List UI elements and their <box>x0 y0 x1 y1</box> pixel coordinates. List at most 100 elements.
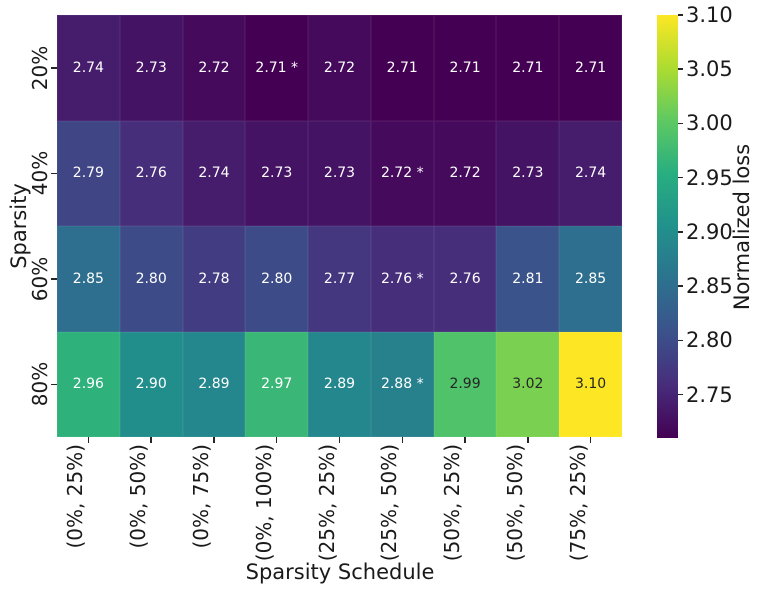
heatmap-cell: 2.71 <box>433 15 497 121</box>
x-tick-label: (0%, 75%) <box>188 444 213 549</box>
colorbar-tick-label: 2.75 <box>686 382 733 407</box>
axis-tick <box>150 437 152 443</box>
heatmap-cell: 2.73 <box>245 120 309 226</box>
cell-value: 2.80 <box>261 270 293 287</box>
axis-tick <box>401 437 404 443</box>
colorbar-tick-label: 3.00 <box>686 111 733 136</box>
cell-value: 2.73 <box>261 165 293 182</box>
heatmap-cell: 3.02 <box>496 331 560 437</box>
cell-value: 2.97 <box>261 376 293 393</box>
axis-tick <box>678 14 683 16</box>
cell-value: 2.85 <box>72 270 104 287</box>
heatmap-cell: 2.85 <box>559 226 622 332</box>
x-tick-label: (50%, 50%) <box>502 444 527 562</box>
axis-tick <box>678 176 683 179</box>
y-tick-label: 80% <box>28 362 52 407</box>
cell-value: 2.71 <box>386 59 418 76</box>
axis-tick <box>678 393 683 396</box>
colorbar-tick-label: 3.05 <box>686 57 733 82</box>
colorbar-tick-label: 2.80 <box>686 328 733 353</box>
heatmap-cell: 2.88 * <box>370 331 434 437</box>
cell-value: 2.89 <box>323 376 356 393</box>
x-tick-label: (0%, 100%) <box>251 444 276 562</box>
colorbar-tick-label: 2.95 <box>686 165 733 190</box>
x-tick-label: (75%, 25%) <box>565 444 590 562</box>
x-tick-label: (25%, 50%) <box>377 444 402 562</box>
colorbar-title: Normalized loss <box>730 143 754 311</box>
axis-tick <box>51 383 57 385</box>
cell-value: 2.73 <box>135 59 167 76</box>
heatmap-cell: 3.10 <box>559 331 622 437</box>
cell-value: 2.88 * <box>380 376 424 393</box>
heatmap-cell: 2.80 <box>245 226 309 332</box>
axis-tick <box>464 437 466 443</box>
cell-value: 3.10 <box>575 376 607 393</box>
heatmap-cell: 2.74 <box>57 15 120 121</box>
heatmap-cell: 2.89 <box>182 331 246 437</box>
heatmap-cell: 2.71 <box>496 15 560 121</box>
cell-value: 2.90 <box>135 376 167 393</box>
cell-value: 3.02 <box>512 376 544 393</box>
cell-value: 2.72 <box>198 59 230 76</box>
heatmap-cell: 2.73 <box>496 120 560 226</box>
cell-value: 2.85 <box>575 270 607 287</box>
cell-value: 2.71 <box>512 59 544 76</box>
heatmap-cell: 2.74 <box>559 120 622 226</box>
heatmap-cell: 2.72 <box>433 120 497 226</box>
axis-tick <box>51 67 57 69</box>
cell-value: 2.71 <box>449 59 481 76</box>
heatmap-cell: 2.73 <box>119 15 183 121</box>
heatmap-cell: 2.76 * <box>370 226 434 332</box>
heatmap-cell: 2.79 <box>57 120 120 226</box>
cell-value: 2.76 <box>449 270 481 287</box>
y-tick-label: 20% <box>28 45 52 90</box>
axis-tick <box>51 172 57 174</box>
cell-value: 2.74 <box>575 165 607 182</box>
heatmap-cell: 2.72 <box>308 15 371 121</box>
axis-tick <box>678 122 683 125</box>
axis-tick <box>527 437 529 443</box>
heatmap-cell: 2.89 <box>308 331 371 437</box>
axis-tick <box>51 278 57 280</box>
heatmap-cell: 2.97 <box>245 331 309 437</box>
axis-tick <box>87 437 90 443</box>
heatmap-cell: 2.73 <box>308 120 371 226</box>
axis-tick <box>678 231 683 233</box>
cell-value: 2.72 * <box>380 165 424 182</box>
heatmap-cell: 2.71 * <box>245 15 309 121</box>
cell-value: 2.96 <box>72 376 104 393</box>
x-tick-label: (0%, 50%) <box>126 444 151 549</box>
heatmap-cell: 2.76 <box>433 226 497 332</box>
cell-value: 2.76 * <box>380 270 424 287</box>
colorbar-tick-label: 3.10 <box>686 3 733 27</box>
cell-value: 2.72 <box>323 59 356 76</box>
cell-value: 2.72 <box>449 165 481 182</box>
axis-tick <box>275 437 278 443</box>
heatmap-cell: 2.71 <box>559 15 622 121</box>
heatmap-cell: 2.72 * <box>370 120 434 226</box>
heatmap-cell: 2.76 <box>119 120 183 226</box>
cell-value: 2.73 <box>512 165 544 182</box>
cell-value: 2.71 <box>575 59 607 76</box>
heatmap-cell: 2.90 <box>119 331 183 437</box>
cell-value: 2.79 <box>72 165 104 182</box>
heatmap-cell: 2.85 <box>57 226 120 332</box>
cell-value: 2.74 <box>198 165 230 182</box>
axis-tick <box>589 437 592 443</box>
cell-value: 2.74 <box>72 59 104 76</box>
x-tick-label: (50%, 25%) <box>440 444 465 562</box>
heatmap-cell: 2.71 <box>370 15 434 121</box>
cell-value: 2.80 <box>135 270 167 287</box>
axis-tick <box>678 339 683 342</box>
cell-value: 2.99 <box>449 376 481 393</box>
heatmap-cell: 2.77 <box>308 226 371 332</box>
heatmap-cell: 2.99 <box>433 331 497 437</box>
axis-tick <box>678 285 683 287</box>
heatmap-cell: 2.80 <box>119 226 183 332</box>
heatmap-cell: 2.72 <box>182 15 246 121</box>
cell-value: 2.73 <box>323 165 356 182</box>
y-tick-label: 40% <box>28 151 52 196</box>
heatmap-grid: 2.74 2.73 2.72 2.71 * 2.72 2.71 2.71 2.71 2.71 2.… <box>57 15 622 437</box>
cell-value: 2.78 <box>198 270 230 287</box>
cell-value: 2.77 <box>323 270 356 287</box>
